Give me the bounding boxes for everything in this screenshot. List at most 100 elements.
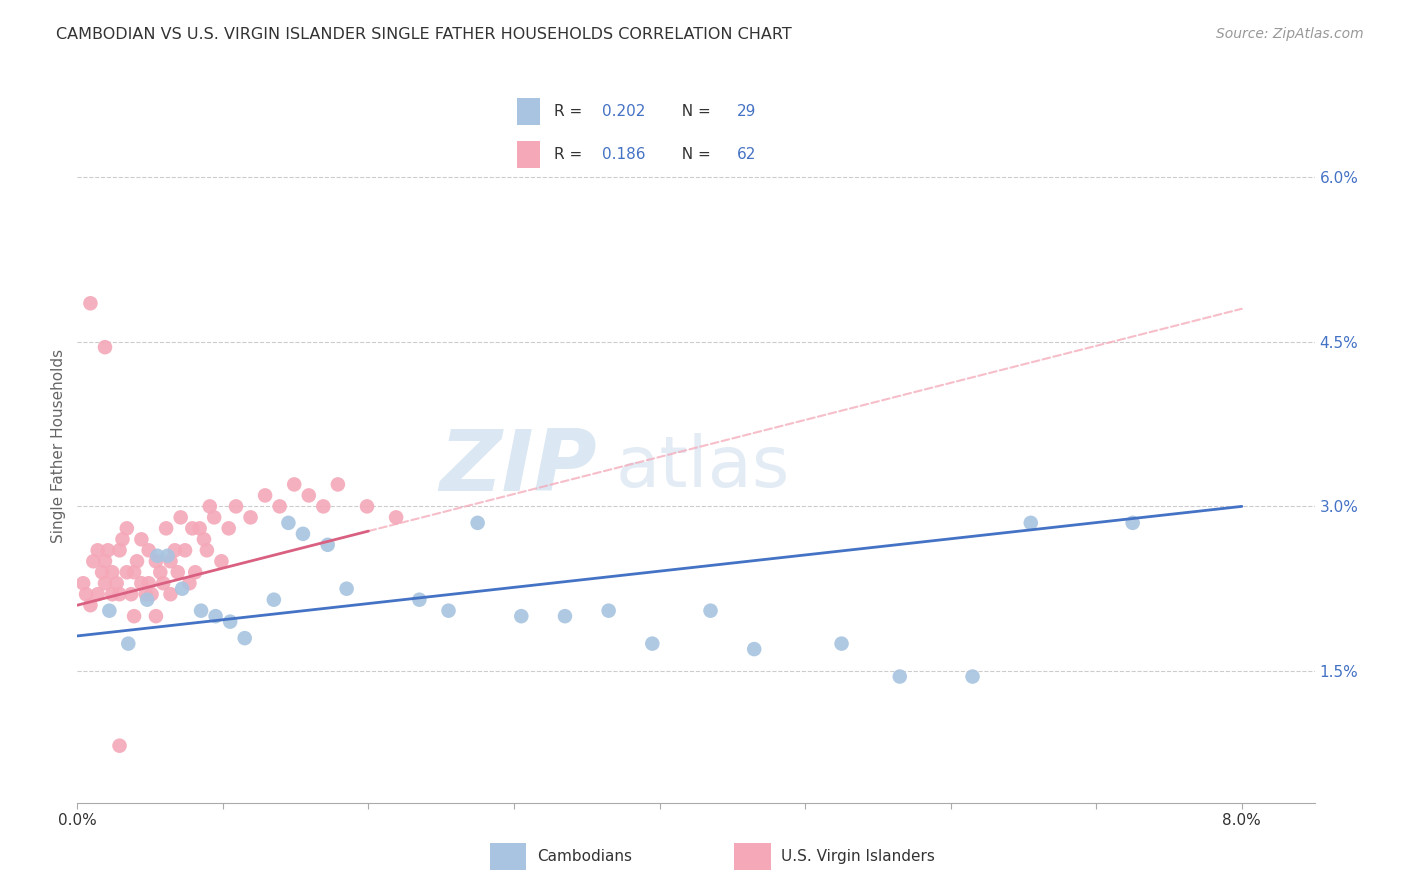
- Point: [170, 510, 193, 524]
- Point: [141, 587, 163, 601]
- Point: [94, 554, 117, 568]
- Text: U.S. Virgin Islanders: U.S. Virgin Islanders: [782, 849, 935, 863]
- Point: [188, 521, 211, 535]
- Point: [122, 566, 145, 580]
- Point: [156, 549, 179, 563]
- Point: [145, 554, 167, 568]
- Point: [108, 739, 131, 753]
- Point: [138, 576, 160, 591]
- Point: [145, 609, 167, 624]
- Text: Source: ZipAtlas.com: Source: ZipAtlas.com: [1216, 27, 1364, 41]
- Text: ZIP: ZIP: [439, 425, 598, 509]
- Point: [195, 543, 218, 558]
- Point: [1019, 516, 1042, 530]
- Point: [98, 604, 121, 618]
- Point: [598, 604, 620, 618]
- Point: [75, 587, 97, 601]
- Text: R =: R =: [554, 104, 588, 119]
- Point: [336, 582, 359, 596]
- Point: [254, 488, 277, 502]
- Point: [193, 533, 215, 547]
- Point: [122, 609, 145, 624]
- Text: 0.186: 0.186: [602, 147, 645, 161]
- Point: [179, 576, 201, 591]
- Point: [385, 510, 408, 524]
- Point: [72, 576, 94, 591]
- Point: [166, 566, 188, 580]
- Point: [108, 543, 131, 558]
- Point: [467, 516, 489, 530]
- Point: [136, 592, 159, 607]
- Text: 62: 62: [737, 147, 756, 161]
- Point: [198, 500, 221, 514]
- Point: [298, 488, 321, 502]
- Point: [117, 637, 139, 651]
- Y-axis label: Single Father Households: Single Father Households: [51, 349, 66, 543]
- Bar: [517, 98, 540, 125]
- Point: [94, 340, 117, 354]
- Point: [149, 566, 172, 580]
- Point: [239, 510, 262, 524]
- Point: [510, 609, 533, 624]
- Point: [326, 477, 349, 491]
- Point: [554, 609, 576, 624]
- Point: [101, 566, 124, 580]
- Point: [91, 566, 114, 580]
- Bar: [734, 843, 770, 870]
- Point: [115, 521, 138, 535]
- Point: [172, 582, 194, 596]
- Point: [283, 477, 305, 491]
- Point: [146, 549, 169, 563]
- Text: CAMBODIAN VS U.S. VIRGIN ISLANDER SINGLE FATHER HOUSEHOLDS CORRELATION CHART: CAMBODIAN VS U.S. VIRGIN ISLANDER SINGLE…: [56, 27, 792, 42]
- Point: [209, 554, 232, 568]
- Point: [1122, 516, 1144, 530]
- Point: [699, 604, 721, 618]
- Point: [174, 543, 197, 558]
- Point: [82, 554, 104, 568]
- Point: [101, 587, 124, 601]
- Point: [111, 533, 134, 547]
- Point: [269, 500, 291, 514]
- Point: [312, 500, 335, 514]
- Point: [131, 576, 153, 591]
- Point: [97, 543, 120, 558]
- Point: [79, 296, 101, 310]
- Point: [219, 615, 242, 629]
- Point: [218, 521, 240, 535]
- Text: 29: 29: [737, 104, 756, 119]
- Point: [125, 554, 148, 568]
- Point: [152, 576, 174, 591]
- Text: N =: N =: [672, 147, 716, 161]
- Point: [277, 516, 299, 530]
- Point: [356, 500, 378, 514]
- Point: [163, 543, 186, 558]
- Point: [190, 604, 212, 618]
- Bar: [517, 141, 540, 168]
- Point: [316, 538, 339, 552]
- Point: [86, 587, 108, 601]
- Point: [108, 587, 131, 601]
- Point: [889, 669, 911, 683]
- Point: [155, 521, 177, 535]
- Point: [202, 510, 225, 524]
- Point: [181, 521, 204, 535]
- Point: [79, 598, 101, 612]
- Point: [131, 533, 153, 547]
- Point: [831, 637, 853, 651]
- Point: [86, 543, 108, 558]
- Text: Cambodians: Cambodians: [537, 849, 631, 863]
- Point: [138, 543, 160, 558]
- Point: [204, 609, 226, 624]
- Text: atlas: atlas: [616, 433, 790, 502]
- Point: [233, 631, 256, 645]
- Point: [742, 642, 765, 657]
- Point: [105, 576, 128, 591]
- Point: [159, 587, 181, 601]
- Point: [115, 566, 138, 580]
- Point: [962, 669, 984, 683]
- Text: 0.202: 0.202: [602, 104, 645, 119]
- Text: N =: N =: [672, 104, 716, 119]
- Point: [291, 526, 314, 541]
- Point: [135, 587, 157, 601]
- Bar: [491, 843, 526, 870]
